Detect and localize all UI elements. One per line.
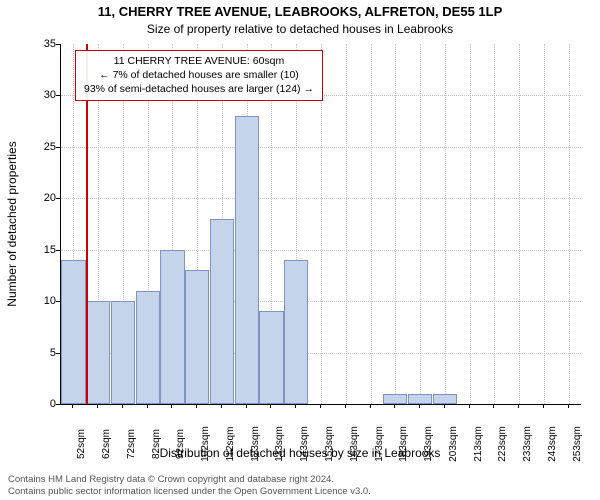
x-tick-label: 123sqm: [250, 426, 261, 462]
y-tick-mark: [56, 353, 60, 354]
y-tick-mark: [56, 44, 60, 45]
y-tick-label: 30: [16, 89, 56, 101]
histogram-bar: [259, 311, 283, 404]
histogram-bar: [235, 116, 259, 404]
histogram-bar: [408, 394, 432, 404]
x-tick-mark: [394, 404, 395, 408]
x-tick-mark: [97, 404, 98, 408]
x-tick-label: 143sqm: [299, 426, 310, 462]
y-tick-mark: [56, 301, 60, 302]
x-tick-label: 72sqm: [126, 429, 137, 459]
x-tick-label: 92sqm: [175, 429, 186, 459]
x-tick-label: 153sqm: [324, 426, 335, 462]
histogram-bar: [185, 270, 209, 404]
x-tick-label: 62sqm: [101, 429, 112, 459]
x-tick-label: 102sqm: [200, 426, 211, 462]
x-tick-mark: [147, 404, 148, 408]
x-tick-label: 213sqm: [473, 426, 484, 462]
histogram-bar: [61, 260, 85, 404]
x-tick-mark: [568, 404, 569, 408]
footer-line2: Contains public sector information licen…: [8, 486, 592, 498]
gridline-v: [395, 44, 396, 404]
annotation-line1: 11 CHERRY TREE AVENUE: 60sqm: [84, 54, 314, 68]
y-tick-label: 20: [16, 192, 56, 204]
gridline-v: [494, 44, 495, 404]
x-tick-mark: [444, 404, 445, 408]
y-axis-label: Number of detached properties: [5, 141, 19, 306]
x-tick-label: 173sqm: [374, 426, 385, 462]
gridline-v: [371, 44, 372, 404]
gridline-v: [519, 44, 520, 404]
histogram-plot-area: 11 CHERRY TREE AVENUE: 60sqm ← 7% of det…: [60, 44, 581, 405]
histogram-bar: [136, 291, 160, 404]
x-tick-mark: [196, 404, 197, 408]
x-tick-label: 223sqm: [497, 426, 508, 462]
x-tick-mark: [221, 404, 222, 408]
histogram-bar: [86, 301, 110, 404]
gridline-v: [569, 44, 570, 404]
y-tick-mark: [56, 95, 60, 96]
x-tick-label: 233sqm: [522, 426, 533, 462]
x-tick-mark: [370, 404, 371, 408]
gridline-v: [346, 44, 347, 404]
annotation-line2: ← 7% of detached houses are smaller (10): [84, 68, 314, 82]
y-tick-label: 35: [16, 38, 56, 50]
y-tick-mark: [56, 404, 60, 405]
x-tick-mark: [320, 404, 321, 408]
gridline-v: [470, 44, 471, 404]
x-tick-label: 253sqm: [572, 426, 583, 462]
histogram-bar: [210, 219, 234, 404]
y-tick-label: 5: [16, 347, 56, 359]
x-tick-label: 183sqm: [398, 426, 409, 462]
x-tick-label: 112sqm: [225, 427, 236, 462]
chart-subtitle: Size of property relative to detached ho…: [0, 22, 600, 36]
x-tick-mark: [469, 404, 470, 408]
x-tick-mark: [345, 404, 346, 408]
histogram-bar: [111, 301, 135, 404]
x-tick-mark: [122, 404, 123, 408]
annotation-line3: 93% of semi-detached houses are larger (…: [84, 82, 314, 96]
x-tick-label: 203sqm: [448, 426, 459, 462]
y-tick-label: 15: [16, 244, 56, 256]
x-tick-label: 243sqm: [547, 426, 558, 462]
y-tick-label: 25: [16, 141, 56, 153]
y-tick-label: 0: [16, 398, 56, 410]
y-tick-label: 10: [16, 295, 56, 307]
histogram-bar: [383, 394, 407, 404]
license-footer: Contains HM Land Registry data © Crown c…: [8, 474, 592, 498]
x-tick-label: 163sqm: [349, 426, 360, 462]
gridline-v: [445, 44, 446, 404]
footer-line1: Contains HM Land Registry data © Crown c…: [8, 474, 592, 486]
y-tick-mark: [56, 250, 60, 251]
x-tick-label: 193sqm: [423, 426, 434, 462]
y-tick-mark: [56, 198, 60, 199]
x-tick-mark: [270, 404, 271, 408]
histogram-bar: [284, 260, 308, 404]
property-annotation-box: 11 CHERRY TREE AVENUE: 60sqm ← 7% of det…: [75, 50, 323, 101]
x-tick-mark: [543, 404, 544, 408]
x-tick-mark: [518, 404, 519, 408]
x-tick-mark: [246, 404, 247, 408]
x-tick-mark: [72, 404, 73, 408]
gridline-v: [544, 44, 545, 404]
x-tick-mark: [493, 404, 494, 408]
y-tick-mark: [56, 147, 60, 148]
chart-address-title: 11, CHERRY TREE AVENUE, LEABROOKS, ALFRE…: [0, 4, 600, 19]
x-tick-label: 52sqm: [76, 429, 87, 459]
x-tick-mark: [295, 404, 296, 408]
x-tick-label: 133sqm: [274, 426, 285, 462]
histogram-bar: [160, 250, 184, 404]
x-tick-mark: [419, 404, 420, 408]
histogram-bar: [433, 394, 457, 404]
gridline-v: [420, 44, 421, 404]
x-tick-mark: [171, 404, 172, 408]
x-tick-label: 82sqm: [151, 429, 162, 459]
